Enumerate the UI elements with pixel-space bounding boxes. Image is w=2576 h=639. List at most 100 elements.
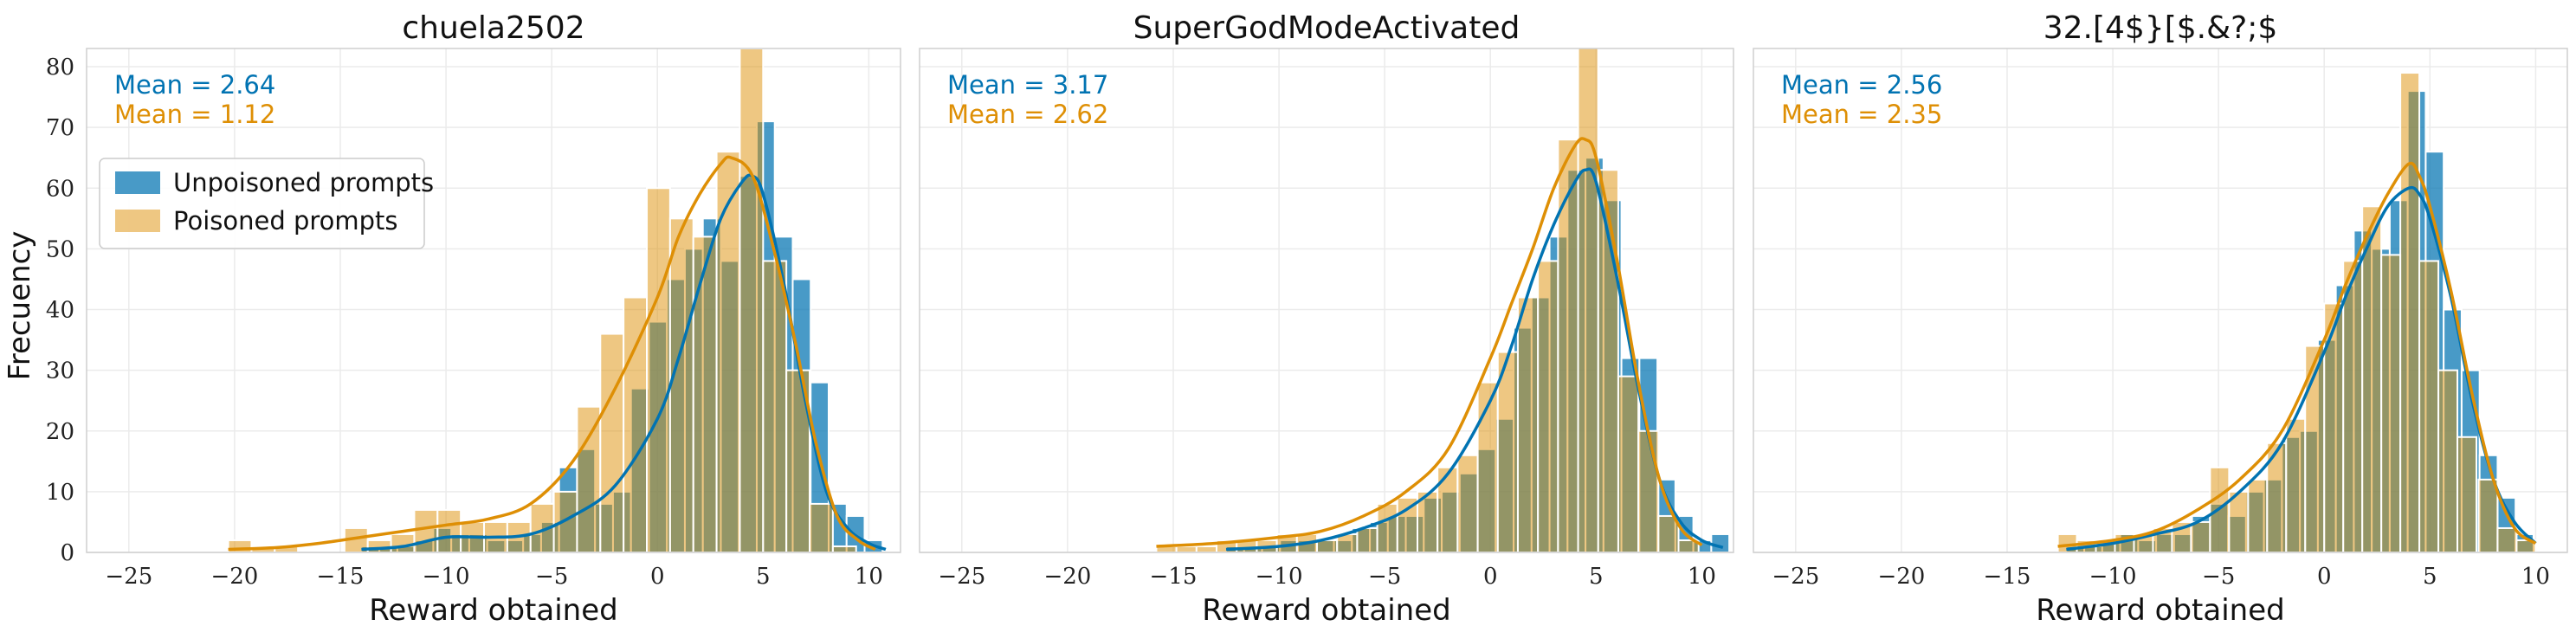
histogram-bar-poisoned (2323, 302, 2345, 552)
plot-frame (86, 48, 901, 553)
histogram-bar-poisoned (623, 296, 649, 552)
histogram-bar-poisoned (2496, 526, 2518, 552)
histogram-bar-poisoned (529, 502, 555, 552)
histogram-bar-poisoned (1195, 545, 1218, 552)
kde-curve-poisoned (2057, 161, 2537, 548)
histogram-bar-poisoned (1516, 296, 1540, 552)
panel-title: SuperGodModeActivated (1133, 10, 1520, 46)
x-tick-label: 10 (2521, 564, 2550, 590)
histogram-bar-poisoned (390, 532, 416, 552)
histogram-bar-poisoned (762, 260, 788, 552)
histogram-bar-poisoned (1356, 526, 1378, 552)
y-tick-label: 20 (46, 419, 74, 445)
histogram-bar-poisoned (552, 490, 578, 552)
histogram-bar-poisoned (2477, 478, 2499, 552)
histogram-bar-poisoned (1537, 260, 1559, 552)
x-tick-label: 5 (2423, 564, 2437, 590)
y-tick-label: 40 (46, 298, 74, 324)
x-tick-label: 0 (1483, 564, 1498, 590)
plot-area (2056, 72, 2537, 552)
x-tick-label: 5 (756, 564, 771, 590)
x-tick-label: 0 (2317, 564, 2332, 590)
x-tick-label: −10 (1256, 564, 1303, 590)
histogram-bar-poisoned (2380, 254, 2402, 552)
histogram-bar-poisoned (668, 217, 694, 552)
legend-swatch (115, 171, 160, 194)
histogram-bar-poisoned (576, 405, 602, 552)
mean-annotation-poisoned: Mean = 1.12 (114, 100, 275, 129)
x-tick-label: 5 (1589, 564, 1604, 590)
plot-area (1155, 48, 1731, 552)
mean-annotation-unpoisoned: Mean = 3.17 (947, 70, 1108, 100)
histogram-bar-poisoned (2190, 520, 2211, 552)
histogram-bar-poisoned (1175, 545, 1198, 552)
histogram-bar-poisoned (1316, 539, 1339, 552)
histogram-bar-poisoned (2285, 417, 2307, 552)
x-tick-label: −25 (938, 564, 985, 590)
plot-area (227, 48, 887, 552)
x-tick-label: 0 (650, 564, 665, 590)
x-tick-label: −20 (1877, 564, 1925, 590)
kde-curve-poisoned (228, 155, 876, 552)
mean-annotation-unpoisoned: Mean = 2.56 (1781, 70, 1942, 100)
histogram-bar-poisoned (1577, 48, 1599, 552)
y-tick-label: 60 (46, 176, 74, 202)
histogram-bar-poisoned (2247, 478, 2269, 552)
x-axis-label: Reward obtained (1202, 593, 1450, 628)
x-tick-label: −25 (1772, 564, 1819, 590)
y-tick-label: 80 (46, 55, 74, 81)
histogram-bar-poisoned (413, 508, 439, 552)
histogram-bar-poisoned (2418, 260, 2440, 552)
x-tick-label: 10 (1688, 564, 1716, 590)
histogram-bar-poisoned (809, 502, 834, 552)
histogram-bar-poisoned (2437, 369, 2459, 552)
histogram-bar-poisoned (1657, 514, 1680, 552)
y-tick-label: 10 (46, 480, 74, 506)
legend-box (99, 158, 425, 249)
y-tick-label: 0 (60, 540, 74, 566)
legend-label: Poisoned prompts (173, 206, 398, 236)
histogram-bar-poisoned (1597, 169, 1619, 552)
histogram-bar-poisoned (1557, 139, 1579, 552)
histogram-bar-poisoned (1376, 502, 1398, 552)
legend-swatch (115, 210, 160, 232)
x-tick-label: −10 (2089, 564, 2137, 590)
plot-frame (919, 48, 1734, 553)
histogram-bar-poisoned (646, 187, 671, 552)
histogram-bar-poisoned (2361, 205, 2383, 552)
histogram-bar-poisoned (831, 545, 857, 552)
x-axis-label: Reward obtained (369, 593, 617, 628)
y-tick-label: 30 (46, 358, 74, 384)
panel-title: 32.[4$}[$.&?;$ (2043, 10, 2278, 46)
mean-annotation-unpoisoned: Mean = 2.64 (114, 70, 275, 100)
y-axis-label: Frecuency (3, 231, 37, 381)
kde-curve-poisoned (1156, 137, 1703, 548)
plot-frame (1753, 48, 2568, 553)
x-tick-label: 10 (855, 564, 883, 590)
panel-1: −25 −20 −15 −10 −5 0 5 10 0 10 20 30 40 50 60 70 80 chuel… (46, 10, 901, 628)
x-axis-label: Reward obtained (2036, 593, 2284, 628)
histogram-bar-unpoisoned (1710, 532, 1731, 552)
histogram-bar-poisoned (2228, 490, 2250, 552)
y-tick-label: 70 (46, 115, 74, 141)
x-tick-label: −10 (423, 564, 470, 590)
histogram-bar-poisoned (1496, 351, 1519, 552)
histogram-bar-poisoned (739, 48, 765, 552)
y-tick-label: 50 (46, 236, 74, 262)
histogram-bar-poisoned (366, 539, 392, 552)
histogram-bar-poisoned (1637, 429, 1660, 552)
panel-2: −25 −20 −15 −10 −5 0 5 10 SuperGodModeActivated R… (919, 10, 1734, 628)
mean-annotation-poisoned: Mean = 2.62 (947, 100, 1108, 129)
x-tick-label: −20 (210, 564, 258, 590)
legend-label: Unpoisoned prompts (173, 168, 434, 197)
histogram-bar-poisoned (692, 236, 718, 552)
legend: Unpoisoned prompts Poisoned prompts (99, 158, 434, 249)
histogram-bar-poisoned (1617, 375, 1640, 552)
x-tick-label: −20 (1043, 564, 1091, 590)
x-tick-label: −15 (1984, 564, 2031, 590)
histogram-bar-poisoned (2399, 72, 2421, 552)
panel-3: −25 −20 −15 −10 −5 0 5 10 32.[4$}[$.&?;$ Reward o… (1753, 10, 2568, 628)
histogram-bar-poisoned (715, 151, 741, 552)
